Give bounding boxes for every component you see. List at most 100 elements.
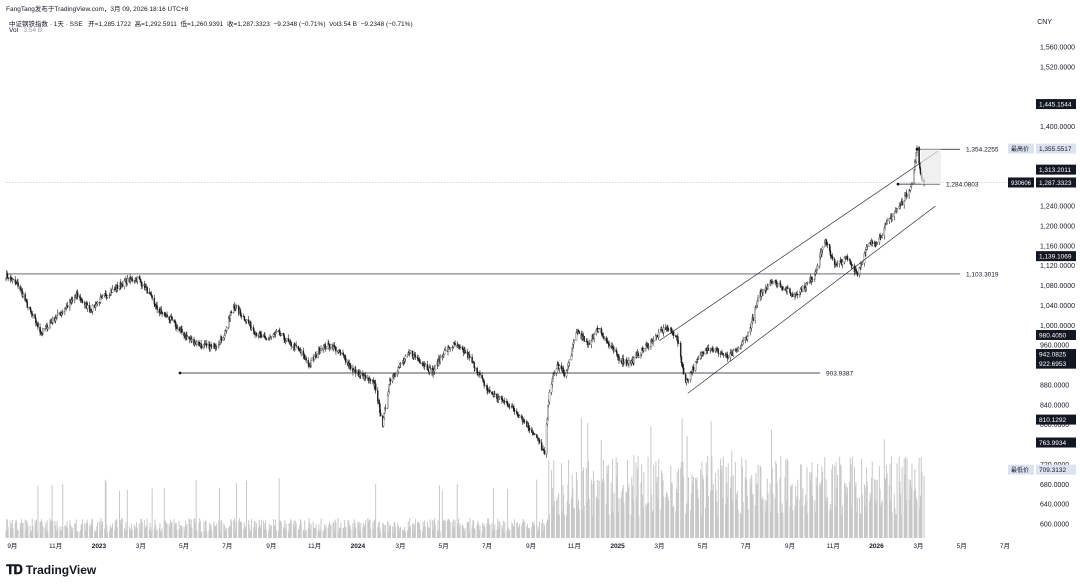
volume-bar [492,529,494,538]
x-tick-label: 11月 [568,542,581,550]
volume-bar [37,485,39,538]
channel-line [659,151,938,341]
volume-bar [65,526,67,538]
candle-body [603,337,605,339]
tradingview-logo[interactable]: 𝐓𝐃 TradingView [6,562,96,578]
volume-bar [476,525,478,538]
candle-body [805,283,808,288]
volume-bar [741,467,743,538]
volume-bar [163,487,165,538]
candle-body [91,304,94,312]
x-tick-label: 5月 [179,542,189,550]
volume-bar [158,527,160,538]
volume-bar [244,526,246,538]
candle-body [315,353,317,358]
volume-bar [527,528,529,538]
volume-bar [851,456,853,538]
volume-bar [136,522,138,538]
y-tick-label: 1,560.0000 [1040,45,1075,52]
volume-bar [255,529,257,538]
candle-body [240,315,243,317]
volume-bar [814,500,816,538]
volume-bar [439,531,441,538]
volume-bar [130,530,132,538]
volume-bar [585,467,587,538]
volume-bar [309,522,311,538]
candle-body [454,343,456,346]
volume-bar [522,518,524,538]
x-tick-label: 9月 [526,542,536,550]
volume-bar [648,502,650,538]
volume-bar [910,486,912,538]
volume-bar [348,525,350,538]
volume-bar [146,518,148,538]
vol-short: Vol3.54 B [329,21,357,28]
x-tick-label: 2024 [351,543,366,550]
volume-bar [404,526,406,538]
volume-bar [303,530,305,538]
volume-bar [546,522,548,538]
volume-bar [337,518,339,538]
volume-bar [66,521,68,538]
volume-legend: Vol 3.54 B [9,27,42,34]
volume-bar [602,478,604,538]
price-tag-box [1008,143,1034,154]
volume-bar [211,530,213,538]
price-label: 980.4050 [1039,332,1066,339]
candle-body [474,367,476,369]
volume-bar [809,472,811,538]
volume-bar [131,523,133,538]
volume-bar [573,508,575,538]
volume-bar [444,521,446,538]
volume-bar [861,494,863,538]
candle-body [26,301,29,308]
volume-bar [104,479,106,538]
y-tick-label: 1,080.0000 [1040,283,1075,290]
volume-bar [506,530,508,538]
volume-bar [819,485,821,538]
volume-bar [141,518,143,538]
volume-bar [726,482,728,538]
candle-body [679,342,682,357]
volume-bar [905,456,907,538]
volume-bar [114,520,116,538]
candle-body [616,351,618,355]
volume-bar [447,518,449,538]
volume-bar [781,503,783,538]
volume-bar [641,464,643,538]
candle-body [439,357,441,362]
volume-bar [491,522,493,538]
volume-bar [424,520,426,538]
volume-bar [208,530,210,538]
volume-bar [333,531,335,538]
candle-body [411,350,414,357]
price-label-box [1036,177,1076,188]
price-axis[interactable]: 1,560.00001,520.00001,400.00001,360.0000… [1040,45,1075,529]
candle-body [747,332,749,337]
candle-body [270,336,273,338]
volume-bar [106,531,108,538]
volume-bar [844,486,846,538]
candle-body [447,347,449,352]
volume-bar [392,526,394,538]
candle-body [260,334,263,338]
volume-bar [755,472,757,538]
volume-bar [213,521,215,538]
volume-bar [618,498,620,538]
volume-bar [467,521,469,538]
volume-bar [888,485,890,538]
volume-bar [682,461,684,538]
volume-bar [722,456,724,538]
y-tick-label: 1,200.0000 [1040,223,1075,230]
publish-info: FangTang发布于TradingView.com，3月 09, 2026 1… [6,6,189,13]
volume-bar [740,515,742,538]
y-tick-label: 1,400.0000 [1040,124,1075,131]
volume-bar [16,530,18,538]
volume-bar [840,465,842,538]
time-axis[interactable]: 9月 11月 2023 3月 5月 7月 9月 11月 2024 3月 5月 7月 9月 11月 2025 3… [7,542,1010,550]
volume-bar [314,528,316,538]
volume-bar [885,465,887,538]
volume-bar [866,467,868,538]
